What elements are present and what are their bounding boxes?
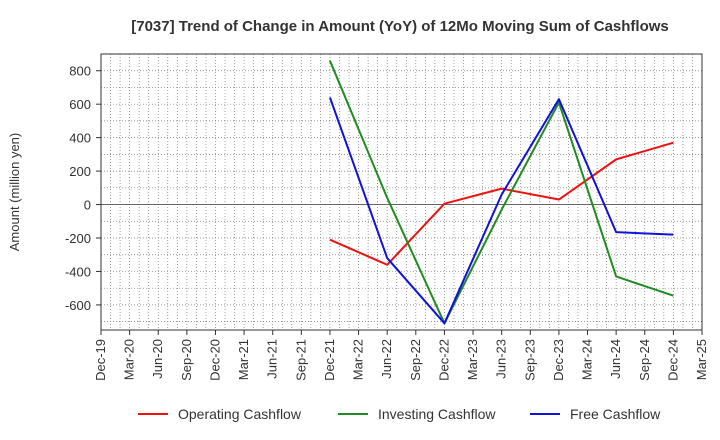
legend-label: Investing Cashflow (378, 406, 496, 422)
y-tick-label: -200 (65, 231, 91, 246)
y-tick-label: -600 (65, 298, 91, 313)
y-tick-label: 600 (69, 97, 91, 112)
grid (101, 54, 702, 330)
y-axis-label: Amount (million yen) (7, 133, 22, 252)
x-tick-label: Jun-23 (494, 339, 509, 379)
x-tick-label: Mar-23 (465, 339, 480, 380)
y-tick-label: 0 (84, 198, 91, 213)
legend-label: Free Cashflow (570, 406, 661, 422)
x-tick-label: Sep-24 (637, 339, 652, 381)
series-lines (329, 60, 674, 325)
x-tick-label: Mar-24 (580, 339, 595, 380)
x-tick-label: Jun-24 (608, 339, 623, 379)
x-tick-label: Mar-25 (694, 339, 709, 380)
x-tick-label: Mar-22 (351, 339, 366, 380)
legend-label: Operating Cashflow (178, 406, 302, 422)
x-tick-label: Jun-20 (150, 339, 165, 379)
x-tick-label: Sep-23 (522, 339, 537, 381)
chart-title: [7037] Trend of Change in Amount (YoY) o… (131, 18, 669, 35)
x-tick-label: Jun-22 (379, 339, 394, 379)
x-tick-label: Dec-19 (93, 339, 108, 381)
y-tick-label: 400 (69, 131, 91, 146)
x-axis-ticks: Dec-19 Mar-20 Jun-20 Sep-20 Dec-20 Mar-21 Jun-… (93, 330, 709, 381)
series-line-free-cashflow (329, 97, 674, 325)
x-tick-label: Dec-23 (551, 339, 566, 381)
y-axis-ticks: 800 600 400 200 0 -200 -400 -600 (65, 64, 101, 313)
x-tick-label: Sep-22 (408, 339, 423, 381)
series-line-operating-cashflow (329, 141, 674, 266)
y-tick-label: -400 (65, 264, 91, 279)
x-tick-label: Sep-21 (293, 339, 308, 381)
x-tick-label: Sep-20 (179, 339, 194, 381)
x-tick-label: Dec-21 (322, 339, 337, 381)
y-tick-label: 800 (69, 64, 91, 79)
x-tick-label: Dec-24 (665, 339, 680, 381)
x-tick-label: Dec-22 (436, 339, 451, 381)
plot-area (100, 53, 703, 331)
series-line-investing-cashflow (329, 60, 674, 325)
x-tick-label: Mar-21 (236, 339, 251, 380)
legend: Operating Cashflow Investing Cashflow Free… (138, 406, 661, 422)
y-tick-label: 200 (69, 164, 91, 179)
x-tick-label: Mar-20 (122, 339, 137, 380)
x-tick-label: Dec-20 (207, 339, 222, 381)
x-tick-label: Jun-21 (265, 339, 280, 379)
